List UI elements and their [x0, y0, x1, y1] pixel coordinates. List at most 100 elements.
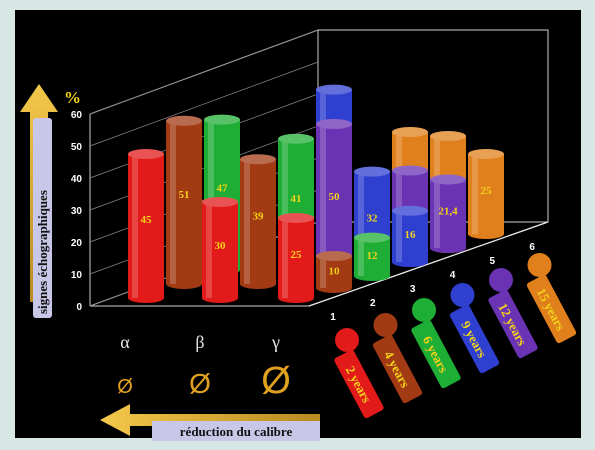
- bar-15-years: 25: [468, 149, 504, 239]
- bar-value-label: 25: [291, 249, 303, 261]
- diameter-symbol: Ø: [261, 360, 291, 402]
- bar-cap: [316, 119, 352, 129]
- legend-tag: [526, 274, 577, 344]
- legend-marker: [373, 313, 398, 337]
- depth-tick-label: 2: [370, 298, 376, 309]
- bar-cap: [316, 251, 352, 261]
- legend-item: 2 years: [334, 328, 384, 419]
- bar-value-label: 16: [405, 229, 417, 241]
- bar-9-years: 16: [392, 205, 428, 267]
- bar-value-label: 10: [329, 265, 341, 277]
- y-tick-label: 0: [76, 302, 82, 313]
- legend-tag: [449, 304, 500, 374]
- x-axis-label: réduction du calibre: [180, 424, 293, 439]
- y-tick-label: 30: [71, 206, 83, 217]
- bar-value-label: 47: [217, 182, 229, 194]
- legend-marker: [412, 298, 436, 322]
- bar-highlight: [320, 256, 326, 288]
- gridline: [89, 61, 319, 147]
- legend-tag: [411, 319, 461, 389]
- y-tick-labels: 0 10 20 30 40 50 60: [71, 110, 83, 313]
- bar-cap: [166, 115, 202, 126]
- depth-tick-label: 1: [330, 312, 336, 323]
- bar-value-label: 32: [367, 213, 379, 225]
- bar-highlight: [244, 159, 250, 284]
- x-axis-arrow: [100, 404, 320, 436]
- bar-2-years: 25: [278, 213, 314, 303]
- group-label: α: [120, 332, 130, 352]
- bar-value-label: 41: [291, 193, 302, 205]
- bar-cap: [128, 149, 164, 159]
- x-axis-badge: [152, 421, 320, 441]
- bar-highlight: [320, 124, 326, 284]
- legend-tag: [372, 334, 423, 404]
- bar-value-label: 45: [141, 214, 153, 226]
- bar-highlight: [434, 179, 440, 248]
- y-tick-label: 40: [71, 174, 83, 185]
- group-label: β: [195, 332, 204, 352]
- bar-value-label: 30: [215, 240, 227, 252]
- depth-tick-label: 6: [529, 242, 535, 253]
- bar-value-label: 51: [179, 189, 190, 201]
- legend-tag: [334, 349, 384, 419]
- y-unit-label: %: [64, 88, 81, 107]
- legend-marker: [527, 253, 552, 277]
- bar-highlight: [208, 119, 214, 270]
- y-axis-label: signes échographiques: [35, 190, 50, 314]
- bar-cap: [204, 114, 240, 125]
- bar-cap: [430, 174, 466, 185]
- bar-value-label: 39: [253, 210, 265, 222]
- bar-highlight: [358, 171, 364, 274]
- gridline: [89, 29, 319, 115]
- bar-highlight: [282, 138, 288, 270]
- bar-4-years: 10: [316, 251, 352, 293]
- bar-value-label: 12: [367, 250, 379, 262]
- bar-12-years: 21,4: [430, 174, 466, 253]
- bar-cap: [392, 165, 428, 176]
- bar-cap: [278, 213, 314, 223]
- legend-tag: [488, 289, 538, 359]
- depth-axis: [308, 221, 549, 307]
- bar-12-years: 50: [316, 119, 352, 289]
- bar-2-years: 30: [202, 197, 238, 303]
- group-labels: α β γ: [120, 332, 280, 352]
- bar-4-years: 39: [240, 154, 276, 289]
- bar-highlight: [132, 154, 138, 298]
- diameter-symbol: Ø: [189, 368, 211, 399]
- legend-marker: [335, 328, 359, 352]
- bar-cap: [392, 205, 428, 216]
- bar-cap: [354, 232, 390, 243]
- bar-highlight: [206, 202, 212, 298]
- diameter-symbol: Ø: [117, 376, 133, 398]
- legend-item: 15 years: [526, 253, 577, 344]
- y-tick-label: 60: [71, 110, 83, 121]
- group-label: γ: [271, 332, 280, 352]
- bar-highlight: [282, 218, 288, 298]
- bar-highlight: [396, 210, 402, 262]
- bar-highlight: [472, 154, 478, 234]
- y-tick-label: 20: [71, 238, 83, 249]
- bar-2-years: 45: [128, 149, 164, 303]
- bar-4-years: 51: [166, 115, 202, 289]
- depth-tick-label: 4: [450, 270, 456, 281]
- bar-cap: [202, 197, 238, 207]
- bar-value-label: 21,4: [438, 205, 458, 217]
- legend-marker: [489, 268, 513, 292]
- bar-cap: [354, 166, 390, 177]
- bar-6-years: 12: [354, 232, 390, 281]
- legend-marker: [450, 283, 475, 307]
- bar-cap: [278, 133, 314, 144]
- bar-value-label: 25: [481, 185, 493, 197]
- bar-highlight: [170, 120, 176, 284]
- y-tick-label: 10: [71, 270, 83, 281]
- depth-tick-label: 3: [410, 284, 416, 295]
- y-tick-label: 50: [71, 142, 83, 153]
- bar-cap: [430, 131, 466, 141]
- bar-cap: [240, 154, 276, 165]
- bar-highlight: [358, 237, 364, 276]
- bar-cap: [392, 127, 428, 137]
